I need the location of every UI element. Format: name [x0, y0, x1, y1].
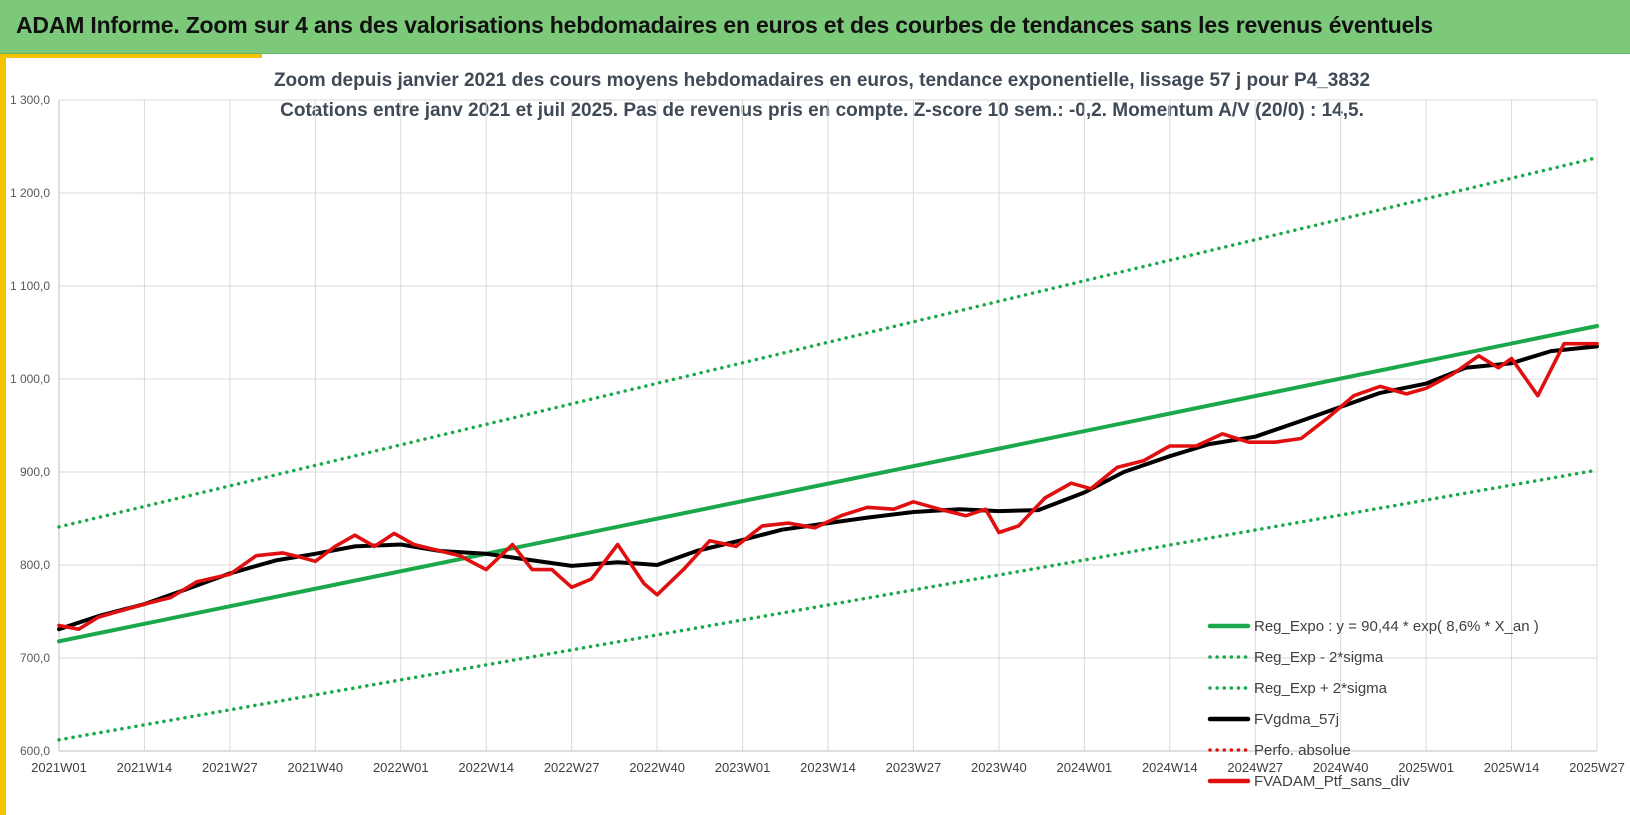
- x-tick-label: 2025W01: [1398, 760, 1454, 775]
- y-tick-label: 600,0: [20, 744, 50, 758]
- accent-stripe-left: [0, 54, 6, 815]
- y-tick-label: 1 000,0: [10, 372, 50, 386]
- x-tick-label: 2021W27: [202, 760, 258, 775]
- legend-label: FVADAM_Ptf_sans_div: [1254, 773, 1410, 790]
- y-tick-label: 1 100,0: [10, 279, 50, 293]
- x-tick-label: 2022W27: [544, 760, 600, 775]
- y-tick-label: 1 200,0: [10, 186, 50, 200]
- y-tick-label: 700,0: [20, 651, 50, 665]
- x-tick-label: 2022W01: [373, 760, 429, 775]
- legend-label: Reg_Expo : y = 90,44 * exp( 8,6% * X_an …: [1254, 618, 1539, 635]
- x-tick-label: 2022W40: [629, 760, 685, 775]
- x-tick-label: 2024W40: [1313, 760, 1369, 775]
- legend-label: Perfo. absolue: [1254, 742, 1351, 759]
- x-tick-label: 2022W14: [458, 760, 514, 775]
- series-lower-band: [57, 468, 1599, 742]
- header-bar: ADAM Informe. Zoom sur 4 ans des valoris…: [0, 0, 1630, 54]
- chart-title: Zoom depuis janvier 2021 des cours moyen…: [274, 70, 1370, 91]
- page-title: ADAM Informe. Zoom sur 4 ans des valoris…: [16, 12, 1434, 38]
- accent-stripe-top: [0, 54, 262, 58]
- x-tick-label: 2021W01: [31, 760, 87, 775]
- plot-area: [57, 155, 1599, 742]
- y-tick-label: 1 300,0: [10, 93, 50, 107]
- legend-label: FVgdma_57j: [1254, 711, 1339, 728]
- x-tick-label: 2025W14: [1484, 760, 1540, 775]
- legend-label: Reg_Exp - 2*sigma: [1254, 649, 1384, 666]
- x-tick-label: 2024W14: [1142, 760, 1198, 775]
- series-upper-band: [57, 155, 1599, 529]
- series-trend-line: [57, 324, 1599, 644]
- y-tick-label: 800,0: [20, 558, 50, 572]
- chart: Zoom depuis janvier 2021 des cours moyen…: [10, 70, 1625, 790]
- x-tick-label: 2025W27: [1569, 760, 1625, 775]
- x-tick-label: 2021W40: [288, 760, 344, 775]
- axes: 600,0 700,0 800,0 900,0 1 000,0 1 100,0 1 200,…: [10, 93, 1625, 775]
- chart-subtitle: Cotations entre janv 2021 et juil 2025. …: [280, 100, 1364, 121]
- y-tick-label: 900,0: [20, 465, 50, 479]
- series-portfolio: [57, 341, 1599, 632]
- x-tick-label: 2024W27: [1227, 760, 1283, 775]
- legend-label: Reg_Exp + 2*sigma: [1254, 680, 1388, 697]
- x-tick-label: 2021W14: [117, 760, 173, 775]
- x-tick-label: 2023W27: [886, 760, 942, 775]
- x-tick-label: 2023W40: [971, 760, 1027, 775]
- x-tick-label: 2023W01: [715, 760, 771, 775]
- legend: Reg_Expo : y = 90,44 * exp( 8,6% * X_an …: [1207, 618, 1539, 790]
- x-tick-label: 2023W14: [800, 760, 856, 775]
- x-tick-label: 2024W01: [1057, 760, 1113, 775]
